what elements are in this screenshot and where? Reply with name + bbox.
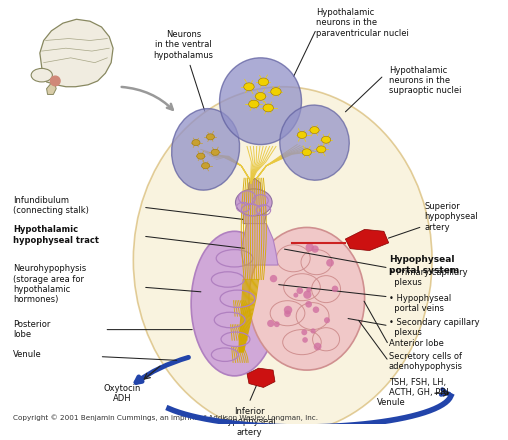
- Ellipse shape: [297, 132, 307, 139]
- Circle shape: [332, 286, 338, 292]
- Ellipse shape: [248, 100, 259, 108]
- Polygon shape: [345, 229, 389, 251]
- Text: Hypophyseal
portal system: Hypophyseal portal system: [389, 255, 459, 275]
- Ellipse shape: [192, 139, 200, 146]
- Circle shape: [310, 328, 315, 334]
- Polygon shape: [243, 178, 266, 224]
- Text: Venule: Venule: [377, 398, 406, 407]
- Ellipse shape: [256, 92, 266, 100]
- Circle shape: [274, 321, 280, 327]
- Circle shape: [306, 287, 311, 293]
- Text: • Secondary capillary
  plexus: • Secondary capillary plexus: [389, 318, 480, 337]
- Text: Anterior lobe: Anterior lobe: [389, 339, 443, 348]
- Text: Hypothalamic
neurons in the
paraventricular nuclei: Hypothalamic neurons in the paraventricu…: [316, 8, 409, 37]
- Ellipse shape: [202, 163, 210, 169]
- Ellipse shape: [316, 146, 326, 153]
- Ellipse shape: [31, 69, 52, 82]
- Circle shape: [293, 293, 298, 297]
- Text: Venule: Venule: [13, 350, 42, 359]
- Circle shape: [270, 275, 277, 282]
- Text: Hypothalamic
neurons in the
supraoptic nuclei: Hypothalamic neurons in the supraoptic n…: [389, 66, 461, 95]
- Circle shape: [50, 76, 60, 86]
- Circle shape: [302, 337, 308, 343]
- Text: Neurons
in the ventral
hypothalamus: Neurons in the ventral hypothalamus: [153, 30, 213, 60]
- Ellipse shape: [258, 78, 269, 86]
- Circle shape: [326, 259, 334, 267]
- Ellipse shape: [271, 88, 281, 95]
- Polygon shape: [241, 224, 278, 265]
- Ellipse shape: [302, 149, 311, 156]
- Circle shape: [284, 306, 292, 314]
- Ellipse shape: [197, 153, 205, 159]
- Ellipse shape: [322, 136, 331, 143]
- Circle shape: [305, 243, 314, 252]
- Circle shape: [301, 329, 307, 335]
- Text: • Hypophyseal
  portal veins: • Hypophyseal portal veins: [389, 294, 451, 313]
- Circle shape: [313, 307, 319, 313]
- Text: Copyright © 2001 Benjamin Cummings, an imprint of Addison Wesley Longman, Inc.: Copyright © 2001 Benjamin Cummings, an i…: [13, 414, 318, 421]
- Text: Infundibulum
(connecting stalk): Infundibulum (connecting stalk): [13, 196, 89, 215]
- Circle shape: [314, 343, 322, 350]
- Ellipse shape: [133, 87, 432, 434]
- Circle shape: [311, 246, 319, 253]
- Circle shape: [297, 287, 303, 294]
- Text: Inferior
hypophyseal
artery: Inferior hypophyseal artery: [222, 407, 276, 436]
- Circle shape: [305, 301, 312, 308]
- Ellipse shape: [236, 189, 272, 216]
- Polygon shape: [247, 368, 275, 388]
- Ellipse shape: [211, 149, 219, 155]
- Circle shape: [303, 290, 311, 299]
- Text: • Primary capillary
  plexus: • Primary capillary plexus: [389, 268, 467, 287]
- Polygon shape: [47, 83, 56, 95]
- Ellipse shape: [280, 105, 349, 180]
- Ellipse shape: [310, 127, 319, 134]
- Polygon shape: [40, 19, 113, 87]
- Text: Secretory cells of
adenohypophysis: Secretory cells of adenohypophysis: [389, 352, 463, 371]
- Text: Oxytocin
ADH: Oxytocin ADH: [103, 384, 140, 403]
- Circle shape: [267, 320, 274, 327]
- Ellipse shape: [191, 231, 278, 376]
- Text: Hypothalamic
hypophyseal tract: Hypothalamic hypophyseal tract: [13, 225, 99, 245]
- Ellipse shape: [172, 109, 240, 190]
- Ellipse shape: [249, 227, 365, 370]
- Ellipse shape: [219, 58, 302, 145]
- Text: Neurohypophysis
(storage area for
hypothalamic
hormones): Neurohypophysis (storage area for hypoth…: [13, 264, 86, 304]
- Ellipse shape: [263, 104, 273, 112]
- Text: TSH, FSH, LH,
ACTH, GH, PRL: TSH, FSH, LH, ACTH, GH, PRL: [389, 378, 451, 397]
- Ellipse shape: [244, 83, 254, 91]
- Circle shape: [324, 317, 330, 323]
- Text: Posterior
lobe: Posterior lobe: [13, 320, 50, 339]
- Text: Superior
hypophyseal
artery: Superior hypophyseal artery: [424, 202, 478, 232]
- Circle shape: [284, 311, 291, 317]
- Ellipse shape: [206, 134, 214, 140]
